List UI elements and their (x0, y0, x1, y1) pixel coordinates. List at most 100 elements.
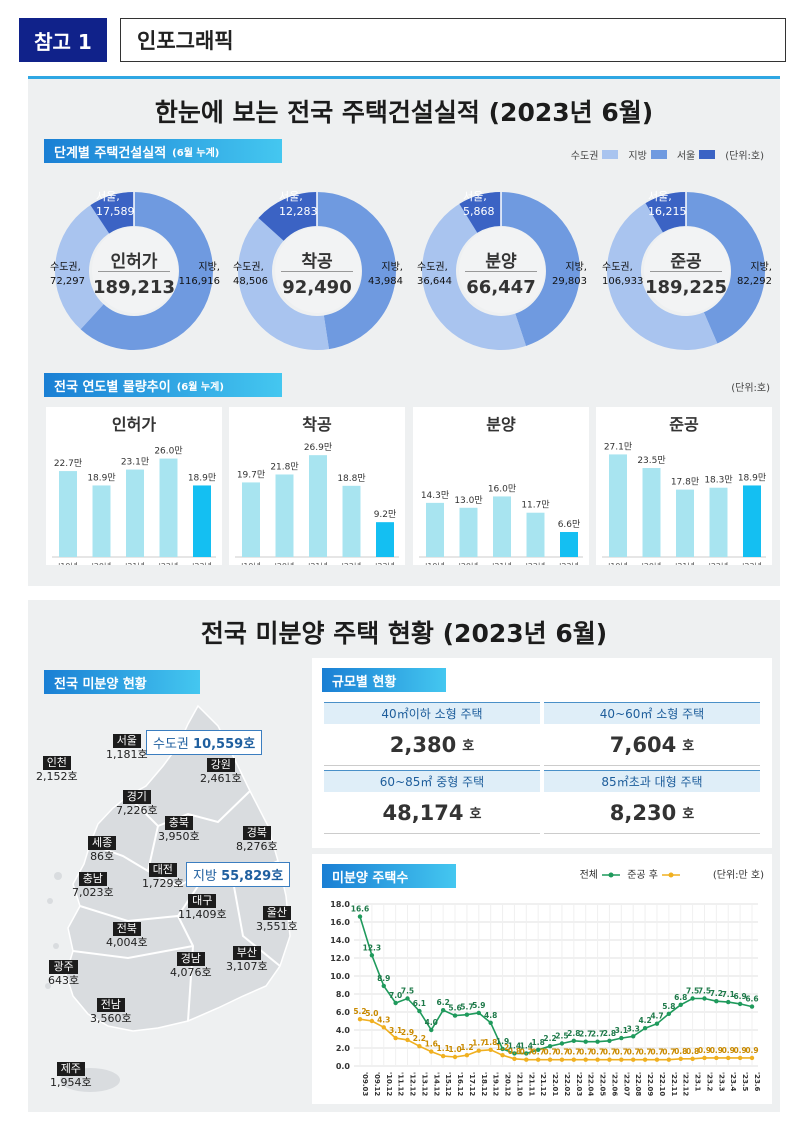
series-point (749, 1004, 755, 1009)
series-data-label: 2.8 (603, 1029, 616, 1038)
bar-card-title: 분양 (486, 415, 516, 434)
construction-title: 한눈에 보는 전국 주택건설실적 (2023년 6월) (154, 98, 654, 127)
series-data-label: 1.8 (484, 1038, 497, 1047)
series-point (702, 1055, 707, 1061)
series-point (607, 1038, 612, 1043)
stage-tag-label: 단계별 주택건설실적 (54, 145, 167, 161)
y-tick-label: 12.0 (330, 954, 350, 963)
legend-metro-swatch (602, 150, 619, 159)
series-data-label: 4.3 (377, 1015, 390, 1024)
trend-unit: (단위:호) (731, 383, 770, 394)
map-region-label: 대구 11,409호 (178, 894, 227, 922)
donut-ring (238, 192, 396, 350)
map-region-value: 2,461호 (200, 771, 242, 785)
donut-name: 착공 (301, 252, 333, 272)
legend-metro-label: 수도권 (570, 151, 599, 162)
x-tick-label: '22.07 (622, 1072, 630, 1096)
series-point (583, 1057, 588, 1062)
korea-map-island-1 (54, 872, 62, 880)
bar-category-label: '20년 (92, 561, 112, 565)
series-data-label: 5.9 (472, 1001, 485, 1010)
donut-seoul-value: 17,589 (96, 205, 135, 219)
bar-value-label: 26.0만 (154, 446, 182, 457)
metro-total-value: 10,559호 (193, 737, 256, 752)
bar (709, 487, 728, 557)
bar-value-label: 18.9만 (738, 472, 766, 483)
series-data-label: 1.4 (508, 1041, 521, 1050)
donut-ring (55, 192, 213, 350)
size-unit-4: 호 (682, 807, 695, 822)
bar-card-1: 인허가 22.7만 '19년 18.9만 '20년 23.1만 '21년 26.0만 '22년 1… (46, 407, 222, 565)
bar-category-label: '19년 (241, 561, 261, 565)
series-data-label: 0.8 (674, 1047, 687, 1056)
series-point (631, 1057, 636, 1062)
series-data-label: 4.0 (425, 1018, 438, 1027)
series-data-label: 7.5 (401, 987, 414, 996)
bar-category-label: '23년 (742, 561, 762, 565)
bar-category-label: '22년 (342, 561, 362, 565)
unsold-panel: 전국 미분양 주택 현황 (2023년 6월) 전국 미분양 현황 수도권 10… (28, 600, 780, 1112)
series-point (714, 1055, 719, 1061)
donut-1: 인허가 189,213 서울, 17,589 수도권, 72,297 지방, 116,916 (50, 187, 220, 355)
series-point (381, 1025, 386, 1030)
series-point (583, 1039, 588, 1044)
bar (275, 474, 294, 557)
series-point (417, 1044, 422, 1049)
series-point (405, 1037, 410, 1043)
x-tick-label: '16.12 (456, 1072, 464, 1096)
x-tick-label: '19.12 (492, 1072, 500, 1096)
series-data-label: 7.5 (686, 987, 699, 996)
series-point (440, 1008, 446, 1013)
series-data-label: 0.9 (722, 1046, 735, 1055)
map-region-label: 부산 3,107호 (226, 946, 268, 974)
bar-value-label: 19.7만 (237, 469, 265, 480)
series-data-label: 7.1 (722, 990, 735, 999)
series-data-label: 2.7 (579, 1030, 592, 1039)
map-region-name: 부산 (232, 946, 261, 960)
local-total-label: 지방 (193, 869, 217, 884)
series-data-label: 6.9 (733, 992, 746, 1001)
x-tick-label: '22.09 (646, 1072, 654, 1096)
donut-name: 분양 (485, 252, 517, 272)
x-tick-label: '22.12 (682, 1072, 690, 1096)
bar-card-title: 착공 (302, 415, 332, 434)
y-tick-label: 14.0 (330, 936, 350, 945)
y-tick-label: 2.0 (336, 1044, 351, 1053)
korea-map-border-7 (72, 945, 194, 960)
donut-metro-name: 수도권, (602, 262, 633, 273)
donut-center (644, 227, 730, 313)
series-point (500, 1046, 505, 1052)
x-tick-label: '11.12 (397, 1072, 405, 1096)
bar-value-label: 18.3만 (704, 475, 732, 486)
bar (426, 502, 444, 557)
series-data-label: 1.9 (496, 1037, 509, 1046)
series-data-label: 5.7 (460, 1003, 473, 1012)
donut-local-label: 지방, 82,292 (737, 261, 772, 289)
donut-metro-name: 수도권, (50, 262, 81, 273)
bar-value-label: 18.8만 (337, 473, 365, 484)
x-tick-label: '23.4 (729, 1072, 737, 1092)
donut-metro-value: 72,297 (50, 276, 85, 287)
series-data-label: 0.7 (615, 1048, 628, 1057)
bar-chart: 22.7만 '19년 18.9만 '20년 23.1만 '21년 26.0만 '22년 18.9… (52, 446, 216, 565)
map-region-value: 3,560호 (90, 1011, 132, 1025)
series-point (678, 1056, 683, 1061)
donut-legend: 수도권 지방 서울 (단위:호) (571, 147, 764, 162)
map-region-name: 서울 (112, 734, 141, 748)
bar-category-label: '19년 (608, 561, 628, 565)
x-tick-label: '22.11 (670, 1072, 678, 1096)
x-tick-label: '22.03 (575, 1072, 583, 1096)
bar-category-label: '20년 (275, 561, 295, 565)
series-data-label: 1.4 (520, 1041, 533, 1050)
map-region-label: 광주 643호 (48, 960, 79, 988)
legend-local-swatch (650, 150, 667, 159)
legend-local-label: 지방 (628, 151, 647, 162)
donut-seoul-label: 서울, 17,589 (96, 189, 135, 220)
trend-tag-label: 전국 연도별 물량추이 (54, 379, 171, 395)
bar-value-label: 17.8만 (671, 477, 699, 488)
unsold-title: 전국 미분양 주택 현황 (2023년 6월) (200, 619, 608, 648)
map-region-label: 대전 1,729호 (142, 863, 184, 891)
y-tick-label: 4.0 (336, 1026, 351, 1035)
bar-category-label: '23년 (192, 561, 212, 565)
bar (126, 469, 144, 557)
